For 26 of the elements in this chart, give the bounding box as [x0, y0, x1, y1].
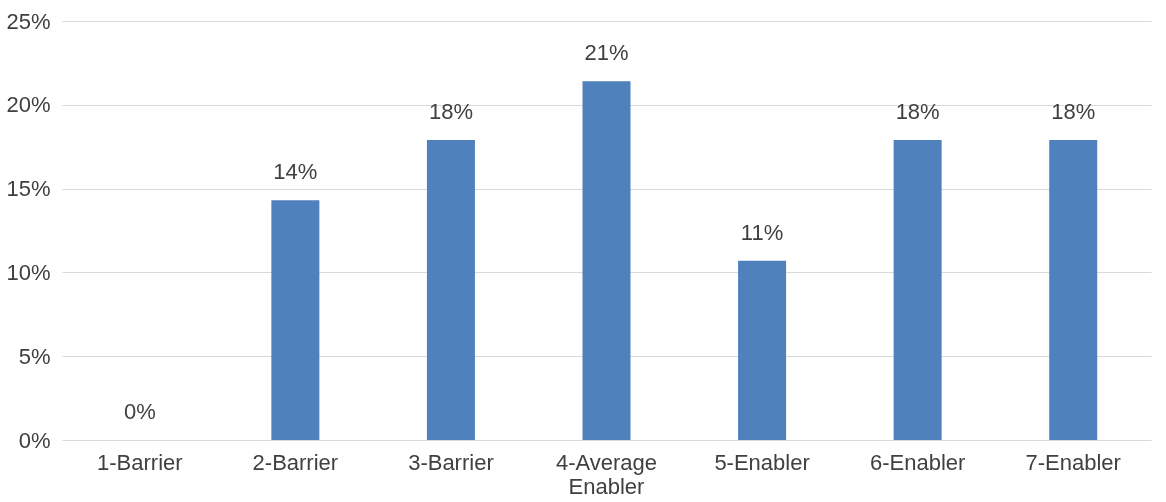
data-label: 21% — [584, 40, 629, 66]
bar — [271, 200, 320, 440]
x-tick-label: 1-Barrier — [97, 449, 183, 475]
data-label: 18% — [428, 99, 473, 124]
bar — [426, 140, 475, 440]
x-tick-label: 4-Average Enabler — [555, 449, 658, 499]
bar — [738, 260, 787, 440]
x-tick-label: 6-Enabler — [869, 449, 966, 475]
data-label: 18% — [895, 99, 940, 124]
x-tick-label: 5-Enabler — [714, 449, 810, 475]
data-label: 11% — [740, 219, 784, 245]
bar — [1049, 140, 1098, 440]
x-tick-label: 7-Enabler — [1025, 449, 1121, 475]
data-label: 14% — [273, 159, 318, 185]
y-tick-label: 15% — [6, 176, 51, 202]
data-label: 0% — [123, 399, 156, 424]
bar — [893, 140, 942, 440]
x-tick-label: 2-Barrier — [252, 449, 339, 475]
y-tick-label: 10% — [6, 259, 51, 285]
x-tick-label: 3-Barrier — [408, 449, 494, 475]
y-tick-label: 5% — [18, 343, 51, 369]
y-tick-label: 20% — [6, 92, 51, 118]
y-tick-label: 0% — [18, 427, 51, 453]
y-tick-label: 25% — [6, 8, 51, 34]
data-label: 18% — [1051, 99, 1096, 124]
bar — [582, 81, 631, 440]
